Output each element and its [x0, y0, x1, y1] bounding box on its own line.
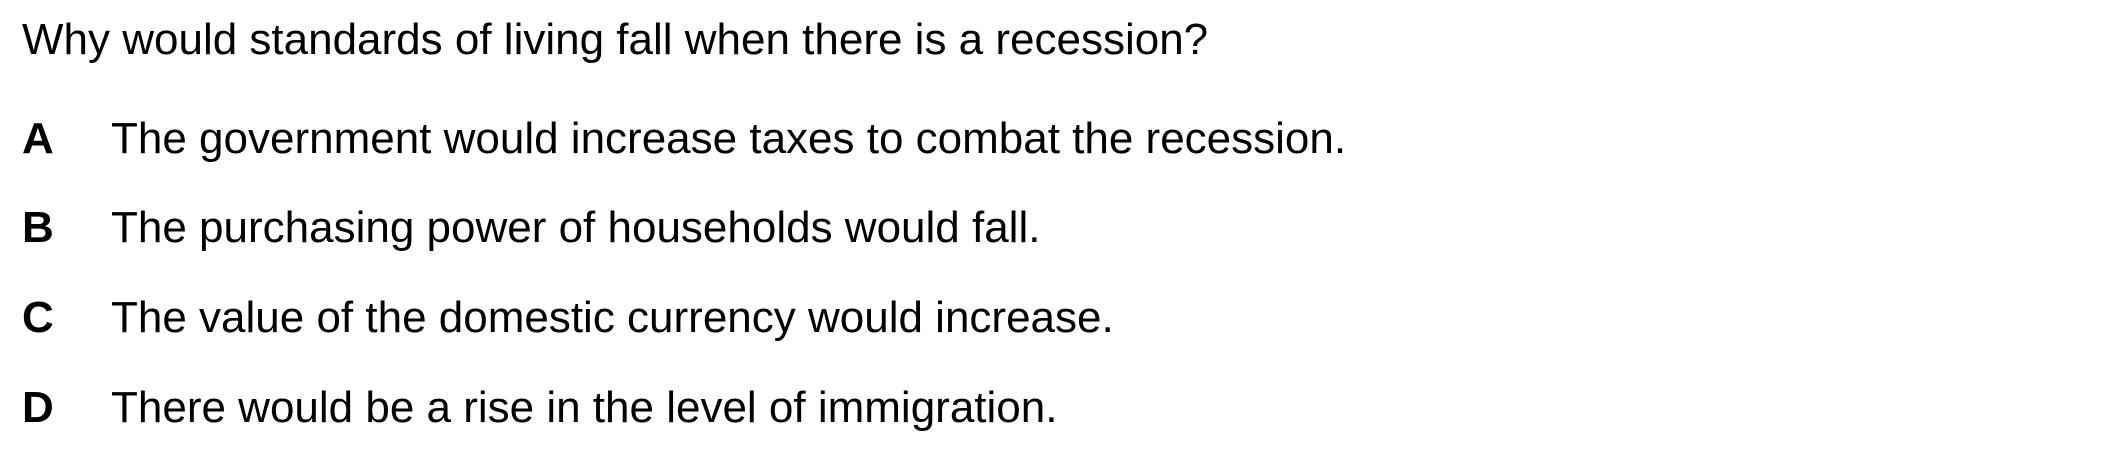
option-a[interactable]: A The government would increase taxes to…	[0, 111, 2101, 171]
option-b-text: The purchasing power of households would…	[111, 203, 1041, 252]
option-b-letter: B	[22, 203, 54, 252]
option-d[interactable]: D There would be a rise in the level of …	[0, 380, 2101, 440]
option-c[interactable]: C The value of the domestic currency wou…	[0, 290, 2101, 350]
option-c-letter: C	[22, 293, 54, 342]
option-c-text: The value of the domestic currency would…	[111, 293, 1114, 342]
option-d-text: There would be a rise in the level of im…	[111, 383, 1058, 432]
question-text: Why would standards of living fall when …	[22, 15, 1209, 64]
option-a-text: The government would increase taxes to c…	[111, 114, 1347, 163]
option-a-letter: A	[22, 114, 54, 163]
option-b[interactable]: B The purchasing power of households wou…	[0, 200, 2101, 260]
option-d-letter: D	[22, 383, 54, 432]
